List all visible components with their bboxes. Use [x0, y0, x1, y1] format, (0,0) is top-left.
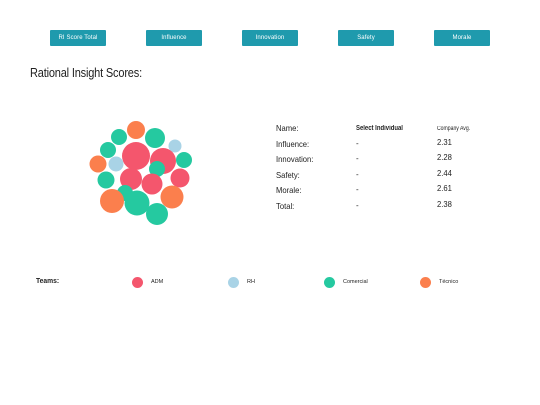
legend-dot-tecnico[interactable]	[420, 277, 431, 288]
bubble-técnico[interactable]	[127, 121, 145, 139]
bubble-comercial[interactable]	[124, 190, 150, 216]
bubble-rh[interactable]	[108, 156, 124, 172]
morale-label: Morale:	[276, 185, 302, 195]
bubble-técnico[interactable]	[160, 185, 184, 209]
innovation-label: Innovation:	[276, 154, 314, 164]
bubble-comercial[interactable]	[100, 142, 116, 158]
select-individual-dropdown[interactable]: Select Individual	[356, 125, 403, 132]
legend-label-comercial: Comercial	[343, 279, 368, 285]
bubble-adm[interactable]	[170, 168, 190, 188]
bubble-comercial[interactable]	[111, 129, 127, 145]
page-title: Rational Insight Scores:	[30, 66, 142, 80]
bubble-comercial[interactable]	[146, 203, 168, 225]
influence-avg: 2.31	[437, 137, 452, 147]
influence-label: Influence:	[276, 139, 310, 149]
company-avg-header: Company Avg.	[437, 126, 471, 132]
legend-dot-adm[interactable]	[132, 277, 143, 288]
safety-label: Safety:	[276, 170, 300, 180]
morale-value: -	[356, 185, 359, 194]
bubble-adm[interactable]	[122, 142, 150, 170]
legend-dot-rh[interactable]	[228, 277, 239, 288]
innovation-avg: 2.28	[437, 152, 452, 162]
tab-influence[interactable]: Influence	[146, 30, 202, 46]
legend-label-rh: RH	[247, 279, 255, 285]
bubble-adm[interactable]	[120, 168, 142, 190]
safety-value: -	[356, 170, 359, 179]
teams-label: Teams:	[36, 276, 60, 285]
bubble-chart	[89, 121, 192, 225]
legend-label-adm: ADM	[151, 279, 164, 285]
bubble-comercial[interactable]	[97, 171, 115, 189]
total-value: -	[356, 201, 359, 210]
bubble-comercial[interactable]	[145, 128, 165, 148]
tab-safety[interactable]: Safety	[338, 30, 394, 46]
tab-morale[interactable]: Morale	[434, 30, 490, 46]
name-label: Name:	[276, 123, 299, 133]
tab-ri-score-total[interactable]: RI Score Total	[50, 30, 106, 46]
innovation-value: -	[356, 154, 359, 163]
bubble-técnico[interactable]	[100, 189, 124, 213]
influence-value: -	[356, 139, 359, 148]
total-avg: 2.38	[437, 199, 452, 209]
legend-dot-comercial[interactable]	[324, 277, 335, 288]
safety-avg: 2.44	[437, 168, 452, 178]
bubble-técnico[interactable]	[89, 155, 107, 173]
legend-label-tecnico: Técnico	[439, 279, 459, 285]
bubble-comercial[interactable]	[149, 161, 165, 177]
morale-avg: 2.61	[437, 183, 452, 193]
total-label: Total:	[276, 201, 295, 211]
bubble-rh[interactable]	[168, 139, 182, 153]
bubble-adm[interactable]	[141, 173, 163, 195]
bubble-comercial[interactable]	[176, 152, 192, 168]
tab-innovation[interactable]: Innovation	[242, 30, 298, 46]
